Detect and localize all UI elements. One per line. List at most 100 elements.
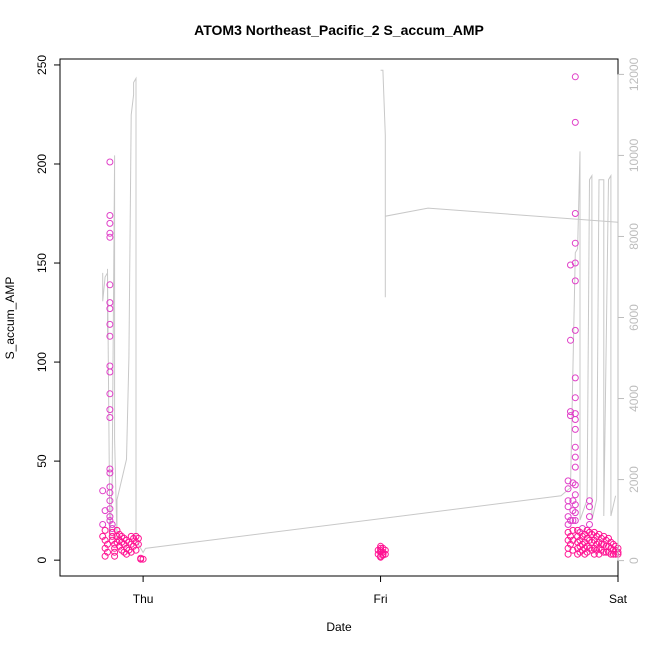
data-point — [571, 425, 579, 433]
data-point — [586, 503, 593, 511]
data-point — [108, 521, 116, 528]
chart-title: ATOM3 Northeast_Pacific_2 S_accum_AMP — [194, 22, 484, 38]
data-point — [125, 546, 133, 554]
y-left-tick-label: 250 — [35, 55, 49, 75]
data-point — [586, 513, 593, 521]
data-point — [99, 521, 107, 528]
data-point — [106, 158, 114, 166]
y-left-tick-label: 50 — [35, 454, 49, 468]
data-point — [374, 546, 382, 554]
data-point — [99, 487, 107, 495]
y-axis-label: S_accum_AMP — [3, 277, 17, 360]
y-right-tick-label: 8000 — [627, 223, 641, 250]
y-left-tick-label: 100 — [35, 352, 49, 372]
data-point — [108, 532, 116, 540]
data-point — [564, 503, 572, 511]
x-tick-label: Sat — [609, 592, 628, 606]
data-point — [106, 332, 114, 340]
data-point — [578, 525, 586, 532]
data-point — [106, 513, 114, 521]
x-tick-label: Thu — [133, 592, 154, 606]
data-point — [115, 542, 123, 550]
data-point — [108, 525, 116, 532]
data-point — [381, 550, 389, 558]
y-right-tick-label: 12000 — [627, 57, 641, 91]
data-point — [106, 414, 114, 421]
y-right-tick-label: 4000 — [627, 385, 641, 412]
data-point — [567, 336, 574, 344]
data-point — [106, 465, 114, 473]
data-point — [101, 552, 109, 560]
data-point — [106, 517, 114, 524]
data-point — [571, 509, 579, 517]
y-right-tick-label: 0 — [627, 557, 641, 564]
data-point — [600, 540, 608, 548]
data-point — [571, 416, 579, 423]
data-point — [609, 546, 617, 554]
data-point — [590, 536, 598, 544]
data-point — [134, 540, 142, 548]
y-axis-right: 0 2000 4000 6000 8000 10000 12000 — [617, 57, 641, 564]
data-point — [106, 390, 114, 398]
data-point — [571, 481, 579, 489]
data-point — [106, 505, 114, 513]
data-point — [106, 497, 114, 505]
data-point — [586, 521, 593, 528]
data-point — [571, 118, 579, 126]
x-axis-label: Date — [326, 620, 352, 634]
data-point — [111, 552, 119, 560]
data-point — [106, 368, 114, 376]
data-point — [571, 501, 579, 509]
data-point — [564, 485, 572, 493]
data-point — [571, 277, 579, 285]
data-point — [106, 212, 114, 219]
data-point — [571, 210, 579, 217]
data-point — [379, 544, 387, 552]
data-point — [106, 489, 114, 497]
data-point — [569, 536, 577, 544]
data-point — [106, 305, 114, 313]
data-point — [600, 532, 608, 540]
data-point — [571, 491, 579, 499]
y-left-tick-label: 0 — [35, 556, 49, 563]
data-point — [571, 73, 579, 81]
right-axis-line-series — [102, 76, 617, 554]
data-point — [106, 320, 114, 328]
data-point — [571, 326, 579, 334]
y-left-tick-label: 200 — [35, 154, 49, 174]
data-point — [571, 517, 579, 524]
data-point — [106, 219, 114, 227]
data-point — [139, 555, 147, 563]
data-point — [571, 394, 579, 402]
data-point — [581, 550, 589, 558]
data-point — [600, 548, 608, 556]
data-point — [569, 517, 577, 524]
data-point — [567, 517, 574, 524]
scatter-points — [99, 73, 622, 563]
data-point — [571, 374, 579, 382]
x-tick-label: Fri — [374, 592, 388, 606]
right-axis-series — [102, 69, 619, 554]
data-point — [590, 550, 598, 558]
data-point — [106, 229, 114, 237]
data-point — [571, 463, 579, 471]
data-point — [111, 548, 119, 556]
data-point — [569, 546, 577, 554]
data-point — [609, 550, 617, 558]
data-point — [374, 550, 382, 558]
data-point — [569, 526, 577, 534]
y-right-tick-label: 6000 — [627, 304, 641, 331]
data-point — [571, 259, 579, 267]
y-right-tick-label: 10000 — [627, 138, 641, 172]
data-point — [125, 538, 133, 546]
y-left-tick-label: 150 — [35, 253, 49, 273]
y-axis-left: 0 50 100 150 200 250 — [35, 55, 61, 563]
data-point — [106, 233, 114, 241]
data-point — [581, 530, 589, 538]
data-point — [571, 453, 579, 461]
data-point — [132, 546, 140, 554]
data-point — [571, 239, 579, 247]
